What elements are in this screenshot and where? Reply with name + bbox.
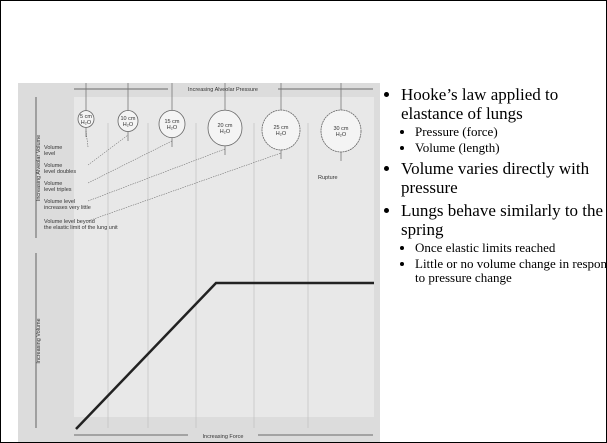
bottom-axis-label: Increasing Force	[203, 434, 244, 440]
sub-bullet: Little or no volume change in response t…	[415, 257, 607, 285]
sub-bullet-text: Volume (length)	[415, 140, 500, 155]
sub-bullet-text: Pressure (force)	[415, 124, 498, 139]
level-label: level triples	[44, 187, 72, 193]
balloon-label: H₂O	[276, 131, 287, 137]
level-label: level doubles	[44, 169, 76, 175]
slide: Increasing Alveolar Pressure Increasing …	[0, 0, 607, 443]
sub-bullet: Once elastic limits reached	[415, 241, 607, 255]
figure: Increasing Alveolar Pressure Increasing …	[18, 83, 380, 442]
sub-bullet: Volume (length)	[415, 141, 607, 155]
bullet: Lungs behave similarly to the springOnce…	[401, 201, 607, 285]
rupture-label: Rupture	[318, 175, 338, 181]
sub-list: Pressure (force)Volume (length)	[401, 125, 607, 155]
sub-bullet: Pressure (force)	[415, 125, 607, 139]
level-label: level	[44, 151, 55, 157]
balloon-label: H₂O	[167, 125, 178, 131]
upper-axis-label: Increasing Alveolar Volume	[36, 135, 42, 201]
bullet: Volume varies directly with pressure	[401, 159, 607, 197]
bullet-text: Hooke’s law applied to elastance of lung…	[401, 85, 558, 123]
lower-axis-label: Increasing Volume	[36, 318, 42, 363]
level-label: the elastic limit of the lung unit	[44, 225, 118, 231]
sub-bullet-text: Once elastic limits reached	[415, 240, 555, 255]
bullet-list: Hooke’s law applied to elastance of lung…	[385, 85, 607, 289]
balloon-label: H₂O	[81, 120, 92, 126]
sub-bullet-text: Little or no volume change in response t…	[415, 256, 607, 285]
top-axis-label: Increasing Alveolar Pressure	[188, 87, 258, 93]
sub-list: Once elastic limits reached Little or no …	[401, 241, 607, 285]
balloon-label: H₂O	[123, 122, 134, 128]
bullet-text: Volume varies directly with pressure	[401, 159, 589, 197]
level-label: increases very little	[44, 205, 91, 211]
bullet: Hooke’s law applied to elastance of lung…	[401, 85, 607, 155]
balloon-label: H₂O	[220, 129, 231, 135]
balloon-label: H₂O	[336, 132, 347, 138]
bullet-text: Lungs behave similarly to the spring	[401, 201, 603, 239]
